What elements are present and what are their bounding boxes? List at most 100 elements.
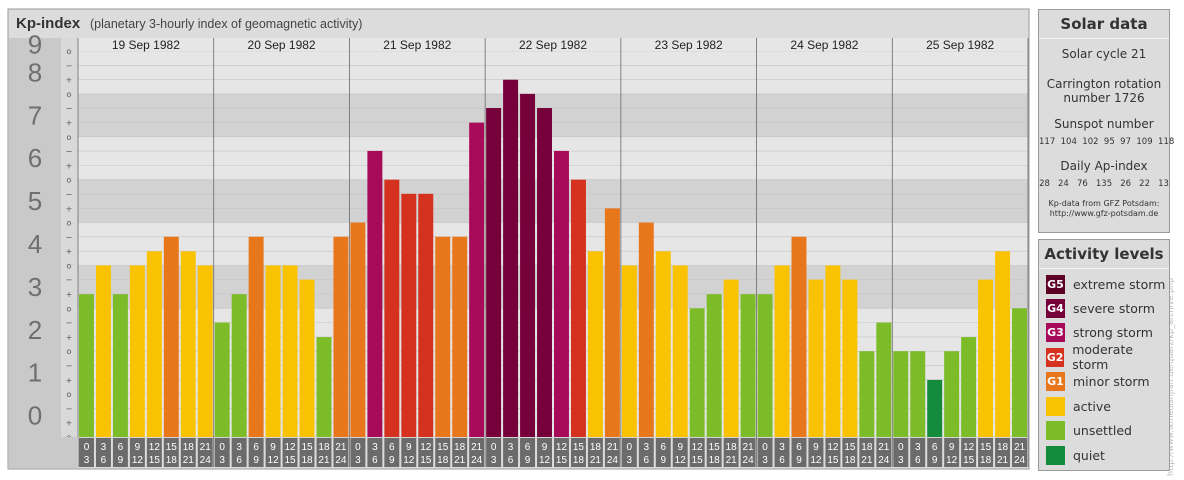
interval-end-label: 6 xyxy=(372,455,378,466)
sunspot-value: 97 xyxy=(1120,137,1131,147)
minor-tick-label: o xyxy=(67,133,72,142)
level-label: severe storm xyxy=(1073,300,1155,316)
kp-bar xyxy=(163,236,179,437)
interval-end-label: 6 xyxy=(915,455,921,466)
level-label: quiet xyxy=(1073,447,1105,463)
interval-start-label: 6 xyxy=(660,442,666,453)
kp-bar xyxy=(554,150,569,438)
interval-cell xyxy=(570,438,586,467)
interval-start-label: 12 xyxy=(284,442,296,453)
interval-cell xyxy=(486,438,502,467)
interval-start-label: 21 xyxy=(607,442,619,453)
interval-start-label: 15 xyxy=(166,442,178,453)
sunspot-values: 117 104 102 95 97 109 118 xyxy=(1039,137,1174,147)
interval-start-label: 21 xyxy=(471,442,483,453)
kp-bar xyxy=(231,294,247,437)
interval-start-label: 0 xyxy=(84,442,90,453)
interval-end-label: 15 xyxy=(420,455,432,466)
sunspot-title: Sunspot number xyxy=(1054,117,1154,131)
level-label: extreme storm xyxy=(1073,276,1166,292)
minor-tick-label: o xyxy=(67,90,72,99)
level-swatch: G2 xyxy=(1046,347,1065,367)
level-swatch: G1 xyxy=(1046,371,1065,391)
y-axis-column xyxy=(9,38,61,437)
interval-cell xyxy=(554,438,569,467)
kp-bar xyxy=(825,265,841,437)
sunspot-value: 104 xyxy=(1060,137,1077,147)
kp-band xyxy=(78,93,1028,137)
interval-start-label: 18 xyxy=(183,442,195,453)
level-swatch xyxy=(1046,420,1065,440)
interval-end-label: 21 xyxy=(454,455,466,466)
ap-value: 13 xyxy=(1158,179,1169,189)
interval-cell xyxy=(299,438,315,467)
interval-cell xyxy=(944,438,960,467)
kp-bar xyxy=(689,308,705,437)
solar-data-title: Solar data xyxy=(1039,10,1169,39)
interval-cell xyxy=(825,438,841,467)
ap-index-title: Daily Ap-index xyxy=(1060,159,1148,173)
kp-bar xyxy=(282,265,298,437)
minor-tick-label: − xyxy=(66,233,73,242)
interval-start-label: 6 xyxy=(118,442,124,453)
kp-bar xyxy=(944,351,960,437)
interval-cell xyxy=(893,438,909,467)
level-row-g3: G3 strong storm xyxy=(1046,322,1153,342)
ap-value: 135 xyxy=(1095,179,1113,189)
interval-cell xyxy=(808,438,824,467)
interval-start-label: 9 xyxy=(406,442,412,453)
interval-cell xyxy=(655,438,671,467)
y-tick-label: 6 xyxy=(28,143,42,173)
y-tick-label: 8 xyxy=(28,57,42,87)
interval-cell xyxy=(757,438,773,467)
minor-axis-column xyxy=(61,38,77,437)
kp-bar xyxy=(655,251,671,437)
interval-start-label: 6 xyxy=(525,442,531,453)
interval-cell xyxy=(672,438,688,467)
interval-end-label: 9 xyxy=(389,455,395,466)
interval-cell xyxy=(774,438,790,467)
interval-start-label: 15 xyxy=(301,442,313,453)
interval-end-label: 6 xyxy=(101,455,107,466)
sunspot-value: 109 xyxy=(1136,137,1153,147)
interval-start-label: 15 xyxy=(573,442,585,453)
interval-end-label: 9 xyxy=(932,455,938,466)
kp-bar xyxy=(570,179,586,437)
interval-start-label: 18 xyxy=(861,442,873,453)
day-label: 19 Sep 1982 xyxy=(112,38,180,52)
interval-end-label: 3 xyxy=(762,455,768,466)
y-tick-label: 7 xyxy=(28,100,42,130)
credit-line-1: Kp-data from GFZ Potsdam: xyxy=(1048,199,1160,208)
interval-end-label: 12 xyxy=(539,455,551,466)
interval-start-label: 0 xyxy=(762,442,768,453)
interval-cell xyxy=(740,438,756,467)
interval-end-label: 6 xyxy=(779,455,785,466)
interval-cell xyxy=(723,438,739,467)
y-tick-label: 5 xyxy=(28,186,42,216)
interval-end-label: 3 xyxy=(219,455,225,466)
kp-bar xyxy=(587,251,603,437)
interval-start-label: 12 xyxy=(556,442,568,453)
kp-band xyxy=(78,222,1028,266)
interval-cell xyxy=(469,438,485,467)
interval-cell xyxy=(231,438,247,467)
level-swatch xyxy=(1046,445,1065,465)
minor-tick-label: o xyxy=(67,304,72,313)
interval-cell xyxy=(927,438,943,467)
interval-cell xyxy=(587,438,603,467)
kp-bar xyxy=(248,236,264,437)
interval-start-label: 3 xyxy=(101,442,107,453)
minor-tick-label: + xyxy=(66,290,73,299)
level-row-g1: G1 minor storm xyxy=(1046,371,1150,391)
minor-tick-label: − xyxy=(66,61,73,70)
interval-cell xyxy=(859,438,875,467)
interval-end-label: 24 xyxy=(743,455,755,466)
ap-value: 24 xyxy=(1058,179,1069,189)
interval-cell xyxy=(621,438,637,467)
interval-start-label: 6 xyxy=(389,442,395,453)
kp-bar xyxy=(723,279,739,437)
interval-cell xyxy=(876,438,892,467)
kp-bar xyxy=(486,108,502,437)
interval-end-label: 3 xyxy=(355,455,361,466)
interval-cell xyxy=(452,438,468,467)
